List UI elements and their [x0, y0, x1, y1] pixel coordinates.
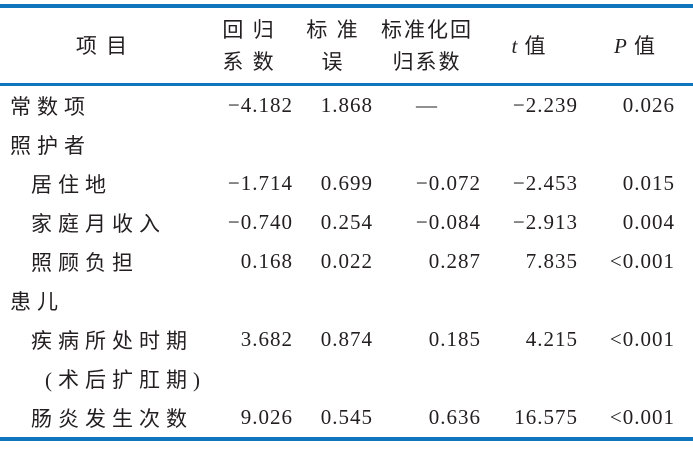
cell-se: [293, 359, 373, 398]
table-row: 居住地 −1.714 0.699 −0.072 −2.453 0.015: [0, 164, 693, 203]
header-cell-std_coef: 标准化回 归系数: [381, 17, 473, 74]
table-row: 家庭月收入 −0.740 0.254 −0.084 −2.913 0.004: [0, 203, 693, 242]
row-item-label: 疾病所处时期: [31, 328, 193, 353]
table-row: (术后扩肛期): [0, 359, 693, 398]
cell-p: <0.001: [609, 327, 675, 351]
cell-std_coef: 0.636: [428, 405, 481, 429]
row-item-label: 常数项: [10, 94, 91, 119]
row-item-label: 照护者: [10, 133, 91, 158]
header-cell-t: t 值: [511, 33, 548, 58]
header-cell-p: P 值: [613, 33, 658, 58]
table-body: 常数项 −4.182 1.868 — −2.239 0.026 照护者居住地 −1.714 0.…: [0, 86, 693, 437]
cell-coef: [205, 359, 293, 398]
cell-p: [578, 281, 693, 320]
cell-coef: 9.026: [240, 405, 293, 429]
cell-p: 0.004: [622, 210, 675, 234]
cell-t: 4.215: [525, 327, 578, 351]
cell-p: <0.001: [609, 249, 675, 273]
cell-std_coef: [373, 281, 481, 320]
row-item-label: 家庭月收入: [31, 211, 166, 236]
table-row: 照顾负担 0.168 0.022 0.287 7.835 <0.001: [0, 242, 693, 281]
cell-se: 0.254: [320, 210, 373, 234]
cell-coef: −4.182: [227, 93, 293, 117]
table-row: 肠炎发生次数 9.026 0.545 0.636 16.575 <0.001: [0, 398, 693, 437]
row-item-label: 居住地: [31, 172, 112, 197]
cell-se: [293, 281, 373, 320]
cell-std_coef: [373, 125, 481, 164]
cell-t: 7.835: [525, 249, 578, 273]
regression-table: 项 目 回 归系 数标 准误标准化回 归系数 t 值 P 值: [0, 8, 693, 83]
cell-coef: [205, 281, 293, 320]
table-row: 常数项 −4.182 1.868 — −2.239 0.026: [0, 86, 693, 125]
cell-p: [578, 359, 693, 398]
cell-coef: 0.168: [240, 249, 293, 273]
cell-std_coef: —: [416, 93, 438, 117]
cell-p: [578, 125, 693, 164]
cell-std_coef: [373, 359, 481, 398]
row-item-label: (术后扩肛期): [45, 367, 206, 392]
cell-std_coef: 0.185: [428, 327, 481, 351]
cell-std_coef: 0.287: [428, 249, 481, 273]
cell-p: 0.015: [622, 171, 675, 195]
table-row: 疾病所处时期 3.682 0.874 0.185 4.215 <0.001: [0, 320, 693, 359]
regression-table-body: 常数项 −4.182 1.868 — −2.239 0.026 照护者居住地 −1.714 0.…: [0, 86, 693, 437]
table-row: 患儿: [0, 281, 693, 320]
cell-se: 0.545: [320, 405, 373, 429]
cell-t: −2.453: [512, 171, 578, 195]
cell-std_coef: −0.072: [415, 171, 481, 195]
cell-coef: [205, 125, 293, 164]
cell-t: −2.913: [512, 210, 578, 234]
row-item-label: 患儿: [10, 289, 64, 314]
table-bottom-rule: [0, 437, 693, 441]
cell-coef: −0.740: [227, 210, 293, 234]
cell-t: [481, 359, 578, 398]
header-row: 项 目 回 归系 数标 准误标准化回 归系数 t 值 P 值: [0, 8, 693, 83]
header-cell-coef: 回 归系 数: [222, 17, 276, 74]
table-top-rule: [0, 4, 693, 8]
cell-p: <0.001: [609, 405, 675, 429]
header-cell-item: 项 目: [75, 33, 130, 58]
cell-coef: −1.714: [227, 171, 293, 195]
table-row: 照护者: [0, 125, 693, 164]
table-header: 项 目 回 归系 数标 准误标准化回 归系数 t 值 P 值: [0, 8, 693, 83]
cell-std_coef: −0.084: [415, 210, 481, 234]
row-item-label: 肠炎发生次数: [31, 406, 193, 431]
cell-se: 0.699: [320, 171, 373, 195]
regression-table-figure: 项 目 回 归系 数标 准误标准化回 归系数 t 值 P 值 常数项 −4.182 1.86…: [0, 4, 693, 441]
cell-t: [481, 281, 578, 320]
row-item-label: 照顾负担: [31, 250, 139, 275]
cell-se: [293, 125, 373, 164]
cell-t: −2.239: [512, 93, 578, 117]
cell-t: 16.575: [514, 405, 578, 429]
cell-se: 0.022: [320, 249, 373, 273]
cell-coef: 3.682: [240, 327, 293, 351]
cell-t: [481, 125, 578, 164]
cell-se: 1.868: [320, 93, 373, 117]
cell-p: 0.026: [622, 93, 675, 117]
cell-se: 0.874: [320, 327, 373, 351]
header-cell-se: 标 准误: [306, 17, 360, 74]
table-header-rule: [0, 83, 693, 86]
